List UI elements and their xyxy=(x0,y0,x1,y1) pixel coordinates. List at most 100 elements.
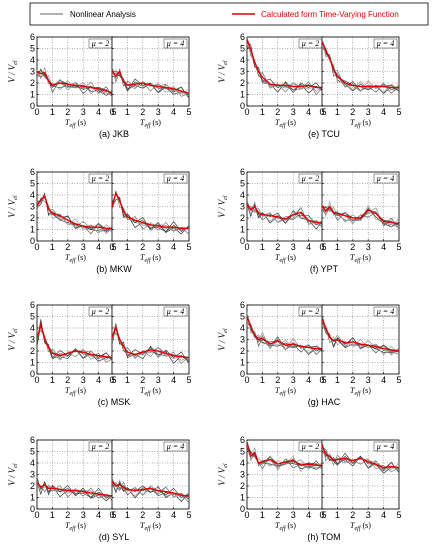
x-tick-label: 2 xyxy=(350,510,355,520)
series-group xyxy=(112,190,189,235)
x-tick-label: 1 xyxy=(260,375,265,385)
y-tick-label: 0 xyxy=(240,101,245,111)
y-tick-label: 1 xyxy=(30,225,35,235)
series-group xyxy=(247,312,324,356)
x-tick-label: 4 xyxy=(96,375,101,385)
nonlinear-series-line xyxy=(247,206,324,227)
nonlinear-series-line xyxy=(37,484,114,503)
series-group xyxy=(37,191,114,235)
y-tick-label: 3 xyxy=(240,202,245,212)
x-tick-label: 4 xyxy=(171,107,176,117)
x-tick-label: 1 xyxy=(125,375,130,385)
y-tick-label: 1 xyxy=(30,493,35,503)
x-tick-label: 3 xyxy=(156,510,161,520)
x-tick-label: 4 xyxy=(381,375,386,385)
x-tick-label: 0 xyxy=(319,375,324,385)
x-axis-label: Teff (s) xyxy=(140,386,161,397)
ductility-label: μ = 4 xyxy=(376,39,394,48)
y-tick-label: 2 xyxy=(30,346,35,356)
nonlinear-series-line xyxy=(322,444,399,471)
x-axis-label: Teff (s) xyxy=(350,521,371,532)
x-tick-label: 5 xyxy=(396,375,401,385)
x-tick-label: 1 xyxy=(125,510,130,520)
legend: Nonlinear Analysis Calculated form Time-… xyxy=(29,2,429,26)
ductility-label: μ = 4 xyxy=(376,307,394,316)
y-tick-label: 2 xyxy=(240,346,245,356)
x-tick-label: 0 xyxy=(319,107,324,117)
nonlinear-series-line xyxy=(37,192,114,231)
x-tick-label: 0 xyxy=(244,107,249,117)
x-tick-label: 5 xyxy=(321,107,326,117)
y-tick-label: 1 xyxy=(240,225,245,235)
x-tick-label: 2 xyxy=(275,107,280,117)
ductility-label-box xyxy=(163,173,188,184)
x-tick-label: 2 xyxy=(140,375,145,385)
x-tick-label: 0 xyxy=(34,510,39,520)
y-tick-label: 1 xyxy=(30,358,35,368)
y-tick-label: 6 xyxy=(30,435,35,445)
nonlinear-series-line xyxy=(322,323,399,356)
ductility-label: μ = 4 xyxy=(376,174,394,183)
nonlinear-series-line xyxy=(247,206,324,226)
y-tick-label: 3 xyxy=(30,202,35,212)
x-tick-label: 4 xyxy=(171,510,176,520)
y-tick-label: 3 xyxy=(30,335,35,345)
nonlinear-series-line xyxy=(322,314,399,352)
y-tick-label: 0 xyxy=(30,236,35,246)
y-tick-label: 2 xyxy=(240,78,245,88)
y-tick-label: 6 xyxy=(240,32,245,42)
x-tick-label: 0 xyxy=(109,375,114,385)
panel-caption: (b) MKW xyxy=(96,264,132,274)
nonlinear-series-line xyxy=(322,447,399,473)
nonlinear-series-line xyxy=(37,477,114,499)
x-tick-label: 3 xyxy=(81,107,86,117)
calculated-series-line xyxy=(37,321,114,359)
x-tick-label: 4 xyxy=(381,510,386,520)
x-tick-label: 4 xyxy=(96,510,101,520)
x-tick-label: 4 xyxy=(171,242,176,252)
x-tick-label: 4 xyxy=(96,242,101,252)
panel-caption: (h) TOM xyxy=(307,532,340,542)
x-tick-label: 2 xyxy=(350,375,355,385)
x-axis-label: Teff (s) xyxy=(65,253,86,264)
y-tick-label: 6 xyxy=(240,435,245,445)
x-tick-label: 3 xyxy=(366,107,371,117)
x-tick-label: 5 xyxy=(396,242,401,252)
x-tick-label: 0 xyxy=(34,375,39,385)
nonlinear-series-line xyxy=(112,323,189,364)
nonlinear-series-line xyxy=(112,481,189,500)
nonlinear-series-line xyxy=(247,40,324,94)
nonlinear-series-line xyxy=(112,70,189,99)
panel-caption: (f) YPT xyxy=(310,264,339,274)
x-tick-label: 5 xyxy=(186,107,191,117)
y-tick-label: 4 xyxy=(240,458,245,468)
x-tick-label: 2 xyxy=(350,242,355,252)
y-tick-label: 4 xyxy=(30,458,35,468)
nonlinear-series-line xyxy=(322,37,399,95)
y-tick-label: 0 xyxy=(30,369,35,379)
panel-caption: (e) TCU xyxy=(308,129,340,139)
y-tick-label: 3 xyxy=(240,470,245,480)
y-tick-label: 6 xyxy=(30,167,35,177)
y-axis-label: V / Vel xyxy=(217,195,229,218)
x-tick-label: 2 xyxy=(65,510,70,520)
y-tick-label: 4 xyxy=(30,190,35,200)
series-group xyxy=(112,478,189,503)
x-axis-label: Teff (s) xyxy=(350,253,371,264)
x-tick-label: 0 xyxy=(109,510,114,520)
y-tick-label: 5 xyxy=(240,44,245,54)
x-tick-label: 3 xyxy=(366,242,371,252)
nonlinear-series-line xyxy=(247,445,324,471)
series-group xyxy=(37,477,114,503)
x-tick-label: 5 xyxy=(186,510,191,520)
ductility-label-box xyxy=(373,306,398,317)
y-tick-label: 4 xyxy=(240,190,245,200)
x-tick-label: 0 xyxy=(319,242,324,252)
x-tick-label: 1 xyxy=(260,107,265,117)
x-tick-label: 0 xyxy=(34,107,39,117)
ductility-label-box xyxy=(163,306,188,317)
